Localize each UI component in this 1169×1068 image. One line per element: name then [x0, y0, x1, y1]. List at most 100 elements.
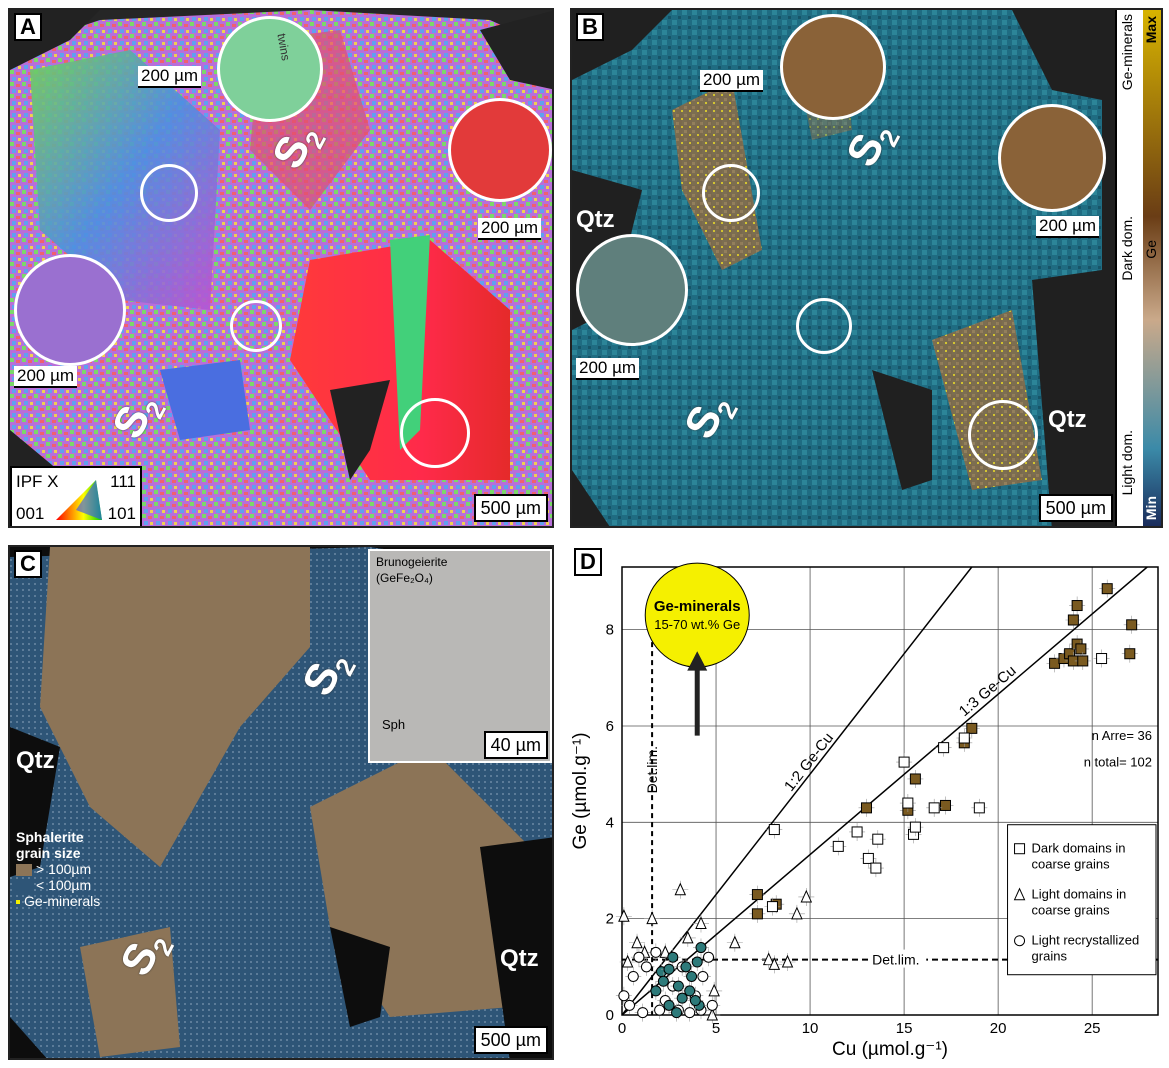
- data-point-open-square: [870, 862, 882, 874]
- ge-minerals-title: Ge-minerals: [654, 598, 741, 615]
- data-point-filled-circle: [663, 963, 675, 975]
- ge-cu-scatter: 0 5 10 15 20 25 0 2 4 6 8 Cu (µmol.g⁻¹) Ge (µmol.g⁻¹…: [570, 562, 1159, 1060]
- data-point-open-triangle: [621, 954, 634, 968]
- data-point-filled-square: [751, 908, 763, 920]
- data-point-filled-circle: [676, 992, 688, 1004]
- data-point-filled-square: [1077, 655, 1089, 667]
- site-circle-b3: [968, 400, 1038, 470]
- data-point-filled-circle: [691, 956, 703, 968]
- panel-b-label: B: [576, 13, 604, 41]
- zoom-scale-b1: 200 µm: [700, 70, 764, 92]
- data-point-open-square: [898, 756, 910, 768]
- data-point-open-triangle: [706, 1007, 719, 1021]
- scale-bar-a: 500 µm: [473, 494, 548, 522]
- y-axis-label: Ge (µmol.g⁻¹): [570, 732, 591, 849]
- site-circle-b1: [702, 164, 760, 222]
- legend-label-line1: Dark domains in: [1032, 841, 1126, 856]
- qtz-label-c1: Qtz: [16, 747, 55, 774]
- detlim-ge-bg: [870, 949, 927, 968]
- data-point-open-triangle: [695, 916, 707, 929]
- legend-marker-square: [1014, 843, 1026, 855]
- zoom-scale-b2: 200 µm: [1036, 216, 1100, 238]
- ge-arrow-head: [687, 651, 708, 671]
- data-point-open-circle: [654, 1004, 666, 1016]
- panel-a-label: A: [14, 13, 42, 41]
- site-circle-b2: [796, 298, 852, 354]
- reflected-light-inset: Brunogeierite (GeFe₂O₄) Sph 40 µm: [368, 549, 552, 763]
- x-tick-label: 25: [1084, 1020, 1101, 1037]
- data-point-filled-square: [966, 722, 978, 734]
- legend-label-line1: Light recrystallized: [1032, 933, 1140, 948]
- data-point-filled-square: [1049, 657, 1061, 669]
- legend-label-line2: coarse grains: [1032, 857, 1111, 872]
- ratio-label-1-3: 1:3 Ge-Cu: [956, 662, 1020, 720]
- panel-d-label: D: [574, 548, 602, 576]
- data-point-filled-circle: [672, 980, 684, 992]
- panel-c: C Qtz Qtz S2 S2 Brunogeierite (GeFe₂O₄) …: [8, 545, 554, 1060]
- data-point-open-triangle: [618, 909, 630, 922]
- data-point-filled-square: [860, 802, 872, 814]
- data-point-filled-square: [1067, 614, 1079, 626]
- x-tick-label: 20: [990, 1020, 1007, 1037]
- data-point-filled-circle: [663, 999, 675, 1011]
- qtz-label-b2: Qtz: [1048, 406, 1087, 433]
- x-axis-label: Cu (µmol.g⁻¹): [832, 1039, 948, 1060]
- zoom-scale-2: 200 µm: [478, 218, 542, 240]
- legend-swatch-coarse: [16, 864, 32, 877]
- panel-d: D 0 5 10 15 20 25 0 2 4 6 8 Cu (µmol.g⁻¹) Ge (µmol.g…: [570, 545, 1163, 1060]
- zoom-circle-b2: [998, 104, 1106, 212]
- panel-c-label: C: [14, 550, 42, 578]
- data-point-open-triangle: [708, 983, 720, 997]
- data-point-open-square: [1096, 653, 1108, 665]
- plot-frame: [621, 566, 1159, 1016]
- data-point-open-triangle: [768, 957, 781, 970]
- data-point-filled-square: [939, 799, 951, 811]
- data-point-open-circle: [624, 999, 636, 1011]
- y-tick-label: 6: [606, 718, 614, 735]
- n-total-label: n total= 102: [1084, 754, 1152, 769]
- legend-swatch-fine: [16, 880, 32, 893]
- data-point-open-square: [766, 901, 778, 913]
- qtz-label-c2: Qtz: [500, 945, 539, 972]
- ipf-legend: IPF X 111 001 101: [10, 466, 142, 526]
- legend-label-line2: grains: [1032, 949, 1068, 964]
- ratio-line-1-2: [622, 567, 973, 1015]
- data-point-filled-circle: [686, 970, 698, 982]
- data-point-filled-circle: [695, 942, 707, 954]
- zoom-scale-3: 200 µm: [14, 366, 78, 388]
- ratio-line-1-3: [622, 567, 1148, 1015]
- data-point-open-square: [832, 840, 844, 852]
- data-point-filled-square: [1126, 619, 1138, 631]
- detlim-ge-label: Det.lim.: [872, 952, 919, 968]
- legend-label-line1: Light domains in: [1032, 887, 1127, 902]
- x-tick-label: 15: [896, 1020, 913, 1037]
- data-point-open-triangle: [631, 935, 643, 949]
- data-point-filled-circle: [667, 951, 679, 963]
- y-tick-label: 0: [606, 1007, 614, 1024]
- grain-size-legend: Sphalerite grain size > 100µm < 100µm Ge…: [16, 829, 101, 909]
- scale-bar-inset: 40 µm: [483, 731, 548, 759]
- data-point-open-circle: [684, 1007, 696, 1019]
- data-point-open-square: [902, 797, 914, 809]
- data-point-open-square: [862, 852, 874, 864]
- legend-marker-circle: [1014, 935, 1026, 947]
- zoom-circle-red: [448, 98, 552, 202]
- panel-a: A twins 200 µm 200 µm 200 µm S2 S2 IPF X…: [8, 8, 554, 528]
- site-circle-3: [400, 398, 470, 468]
- data-point-open-circle: [618, 990, 630, 1002]
- y-tick-label: 8: [606, 622, 614, 639]
- detlim-cu-label: Det.lim.: [644, 746, 660, 793]
- data-point-filled-square: [1101, 583, 1113, 595]
- n-arre-label: n Arre= 36: [1092, 728, 1152, 743]
- x-tick-label: 0: [618, 1020, 626, 1037]
- data-point-filled-square: [909, 773, 921, 785]
- ratio-label-1-2: 1:2 Ge-Cu: [781, 730, 837, 795]
- data-point-open-square: [909, 821, 921, 833]
- y-tick-label: 2: [606, 911, 614, 928]
- x-tick-label: 5: [712, 1020, 720, 1037]
- data-point-open-square: [958, 732, 970, 744]
- data-point-open-circle: [703, 951, 715, 963]
- data-point-open-triangle: [729, 935, 741, 949]
- legend-marker-triangle: [1013, 887, 1026, 901]
- data-point-open-circle: [640, 961, 652, 973]
